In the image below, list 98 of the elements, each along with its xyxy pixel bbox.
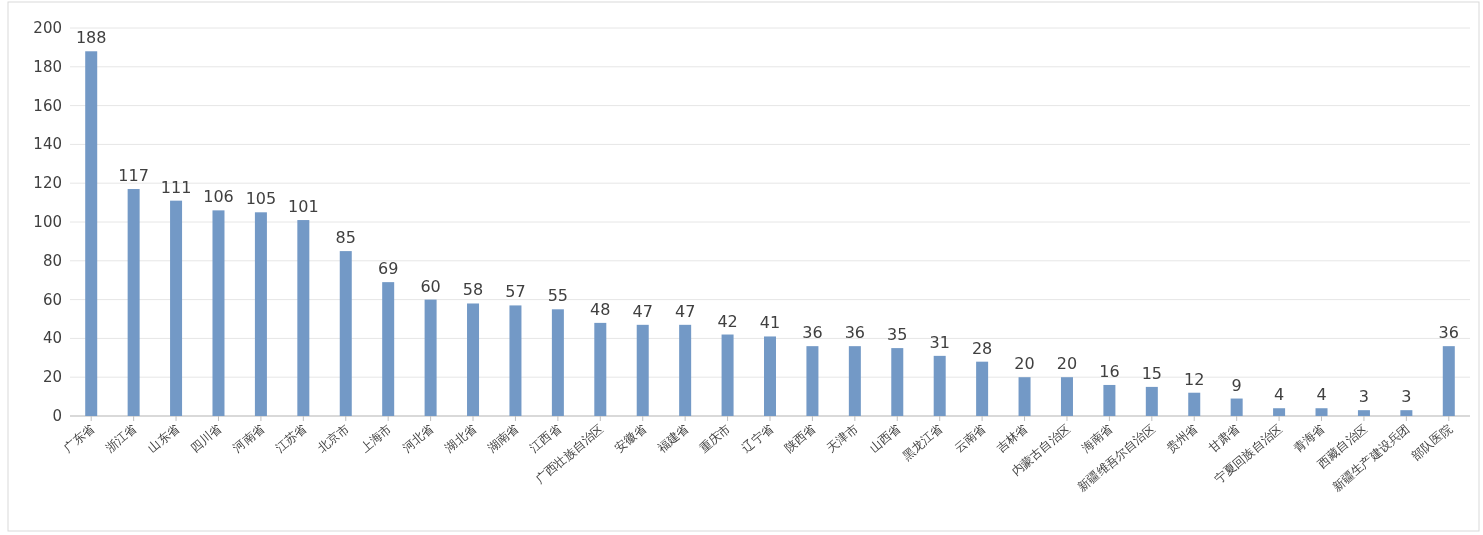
bar — [382, 282, 395, 416]
x-tick-label: 湖南省 — [484, 421, 522, 456]
bar — [467, 303, 480, 416]
bar — [212, 210, 225, 416]
x-tick-label: 辽宁省 — [739, 421, 776, 456]
x-tick-label: 重庆市 — [696, 421, 734, 456]
y-tick-label: 40 — [42, 329, 62, 348]
data-label: 9 — [1231, 375, 1242, 395]
x-tick-label: 陕西省 — [781, 421, 819, 456]
data-label: 69 — [378, 259, 399, 279]
data-label: 3 — [1401, 387, 1412, 407]
data-label: 15 — [1141, 363, 1162, 383]
bar — [891, 348, 904, 416]
x-tick-label: 云南省 — [951, 421, 989, 456]
data-label: 36 — [844, 323, 866, 343]
x-tick-label: 河北省 — [399, 421, 437, 456]
data-label: 117 — [118, 166, 149, 186]
data-label: 20 — [1014, 354, 1035, 374]
bar — [339, 251, 352, 416]
bar — [721, 334, 734, 416]
bar — [1103, 384, 1116, 416]
y-tick-label: 60 — [42, 290, 62, 309]
data-label: 188 — [75, 28, 107, 48]
data-label: 28 — [971, 338, 993, 358]
y-tick-label: 20 — [42, 368, 62, 387]
data-label: 106 — [203, 187, 234, 207]
data-label: 20 — [1056, 354, 1078, 374]
data-label: 60 — [420, 276, 441, 296]
bar — [976, 361, 989, 416]
x-tick-label: 江苏省 — [272, 421, 310, 456]
x-tick-label: 天津市 — [824, 421, 861, 456]
x-tick-label: 福建省 — [654, 421, 692, 456]
data-label: 3 — [1358, 387, 1370, 407]
data-label: 55 — [547, 286, 569, 306]
bar — [1357, 410, 1370, 416]
data-label: 48 — [590, 299, 611, 319]
y-tick-label: 120 — [33, 174, 62, 193]
bar — [806, 346, 819, 416]
bar — [1315, 408, 1328, 416]
bar — [1060, 377, 1073, 416]
bar — [1188, 392, 1201, 416]
data-label: 4 — [1316, 385, 1327, 405]
x-tick-label: 广东省 — [60, 421, 98, 456]
bar — [636, 324, 649, 416]
y-tick-label: 100 — [33, 213, 62, 231]
x-tick-label: 北京市 — [315, 421, 352, 456]
bar — [551, 309, 564, 416]
x-tick-label: 山东省 — [145, 421, 182, 456]
bar — [1145, 386, 1158, 416]
y-tick-label: 200 — [33, 19, 62, 37]
bar — [424, 299, 437, 416]
bar — [254, 212, 267, 416]
x-tick-label: 上海市 — [357, 421, 395, 456]
data-label: 111 — [160, 177, 192, 197]
data-label: 41 — [759, 313, 781, 333]
y-tick-label: 180 — [33, 57, 62, 76]
x-tick-label: 江西省 — [527, 421, 564, 456]
data-label: 35 — [887, 325, 908, 345]
bar — [1018, 377, 1031, 416]
data-label: 31 — [929, 332, 950, 352]
data-label: 12 — [1184, 369, 1205, 389]
bar — [1442, 346, 1455, 416]
bar — [127, 189, 140, 416]
data-label: 57 — [505, 282, 526, 302]
bar — [1400, 410, 1413, 416]
y-tick-label: 80 — [42, 251, 62, 270]
y-tick-label: 0 — [52, 407, 62, 425]
data-label: 105 — [245, 189, 277, 209]
bar — [679, 324, 692, 416]
data-label: 58 — [462, 280, 484, 300]
bar — [848, 346, 861, 416]
data-label: 42 — [717, 311, 738, 331]
data-label: 47 — [674, 301, 696, 321]
data-label: 85 — [335, 228, 356, 248]
data-label: 101 — [288, 197, 319, 217]
bar — [297, 220, 310, 416]
y-tick-label: 140 — [33, 135, 62, 154]
x-tick-label: 河南省 — [230, 421, 267, 456]
x-tick-label: 四川省 — [187, 421, 225, 456]
data-label: 36 — [802, 323, 823, 343]
data-label: 47 — [632, 301, 653, 321]
bar — [85, 51, 98, 416]
bar — [1273, 408, 1286, 416]
bar — [594, 322, 607, 416]
bar — [933, 355, 946, 416]
x-tick-label: 海南省 — [1078, 421, 1116, 456]
x-tick-label: 安徽省 — [612, 421, 649, 456]
x-tick-label: 贵州省 — [1163, 421, 1201, 456]
data-label: 36 — [1438, 323, 1459, 343]
data-label: 16 — [1099, 361, 1120, 381]
data-label: 4 — [1274, 385, 1285, 405]
bar — [1230, 398, 1243, 416]
bar — [509, 305, 522, 416]
bar — [170, 200, 183, 416]
x-tick-label: 浙江省 — [102, 421, 140, 456]
bar — [764, 336, 776, 416]
y-tick-label: 160 — [33, 96, 62, 115]
x-tick-label: 湖北省 — [442, 421, 479, 456]
